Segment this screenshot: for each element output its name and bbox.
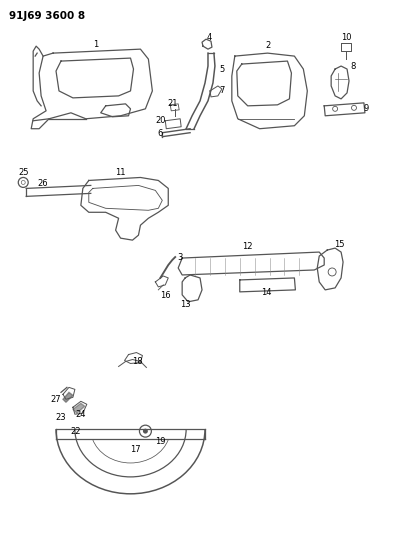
Text: 16: 16 (160, 292, 171, 301)
Text: 22: 22 (70, 426, 81, 435)
Text: 3: 3 (178, 253, 183, 262)
Text: 27: 27 (51, 395, 61, 404)
Text: 20: 20 (155, 116, 166, 125)
Text: 5: 5 (219, 64, 225, 74)
Polygon shape (73, 403, 85, 413)
Text: 11: 11 (115, 168, 126, 177)
Text: 12: 12 (243, 241, 253, 251)
Text: 25: 25 (18, 168, 28, 177)
Text: 8: 8 (350, 61, 356, 70)
Text: 91J69 3600 8: 91J69 3600 8 (9, 11, 85, 21)
Text: 21: 21 (167, 99, 178, 108)
Text: 13: 13 (180, 300, 190, 309)
Circle shape (143, 429, 148, 434)
Text: 23: 23 (56, 413, 66, 422)
Text: 18: 18 (132, 357, 143, 366)
Text: 6: 6 (158, 129, 163, 138)
Text: 14: 14 (261, 288, 272, 297)
Text: 19: 19 (155, 437, 166, 446)
Text: 17: 17 (130, 445, 141, 454)
Text: 1: 1 (93, 39, 98, 49)
Text: 10: 10 (341, 33, 351, 42)
Text: 7: 7 (219, 86, 225, 95)
Text: 24: 24 (75, 410, 86, 419)
Polygon shape (63, 392, 73, 402)
Text: 9: 9 (363, 104, 369, 114)
Text: 2: 2 (265, 41, 270, 50)
Text: 15: 15 (334, 240, 344, 248)
Text: 26: 26 (38, 179, 49, 188)
Text: 4: 4 (206, 33, 212, 42)
